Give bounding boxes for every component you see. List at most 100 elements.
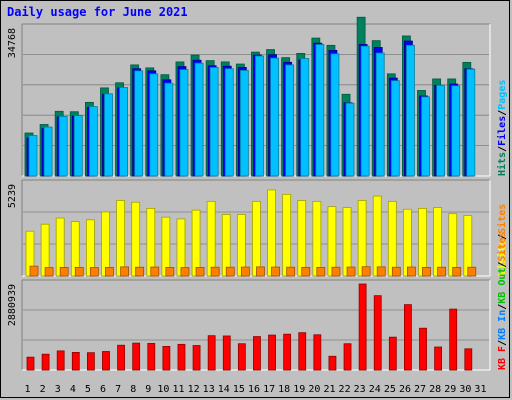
x-tick-label: 28 (429, 384, 441, 395)
legend-entry: / (497, 234, 508, 240)
bar-kb-f (162, 346, 171, 371)
bar-pages (285, 64, 295, 177)
bar-pages (119, 87, 128, 177)
bar-kb-f (117, 344, 125, 371)
bar-kb-f (71, 351, 80, 371)
bar-kb-f (449, 308, 458, 371)
x-tick-label: 5 (85, 384, 91, 395)
bar-kb-f (434, 346, 443, 371)
bar-kb-f (132, 342, 141, 371)
chart-title: Daily usage for June 2021 (7, 5, 188, 19)
bar-pages (28, 135, 38, 177)
bar-sites (135, 266, 145, 277)
bar-sites (301, 266, 311, 277)
bar-kb-f (404, 304, 412, 371)
bar-sites (361, 266, 371, 277)
x-tick-label: 14 (218, 384, 230, 395)
bar-pages (330, 53, 340, 177)
bar-pages (315, 44, 325, 177)
x-tick-label: 31 (474, 384, 486, 395)
bar-sites (29, 265, 39, 277)
bar-kb-f (41, 353, 50, 371)
bar-kb-f (388, 336, 397, 371)
x-tick-label: 25 (384, 384, 396, 395)
x-tick-label: 27 (414, 384, 426, 395)
bar-visits (267, 189, 276, 277)
bar-kb-f (268, 334, 276, 371)
bar-kb-f (358, 283, 367, 371)
bar-kb-f (313, 334, 322, 371)
x-tick-label: 2 (40, 384, 46, 395)
legend-entry: KB F (497, 346, 508, 370)
bar-pages (88, 106, 98, 177)
bar-kb-f (222, 335, 231, 371)
bar-sites (467, 266, 477, 277)
legend-label: Visits/Sites (496, 204, 508, 276)
x-tick-label: 22 (339, 384, 351, 395)
x-tick-label: 8 (130, 384, 136, 395)
bar-pages (375, 52, 385, 177)
bar-kb-f (147, 343, 156, 371)
bar-pages (134, 70, 144, 177)
y-max-label: 34768 (7, 28, 18, 58)
bar-visits (403, 208, 412, 277)
bar-pages (43, 126, 53, 177)
y-max-label: 2880939 (7, 284, 18, 326)
bar-sites (331, 266, 341, 277)
legend-entry: Files (496, 116, 508, 146)
x-tick-label: 19 (293, 384, 305, 395)
bar-sites (271, 266, 280, 277)
x-tick-label: 1 (25, 384, 31, 395)
bar-pages (421, 96, 430, 177)
x-tick-label: 12 (188, 384, 200, 395)
legend-entry: Sites (496, 204, 508, 234)
bar-sites (195, 266, 205, 277)
x-tick-label: 7 (115, 384, 121, 395)
x-tick-label: 20 (308, 384, 320, 395)
x-tick-label: 30 (459, 384, 471, 395)
x-tick-label: 10 (157, 384, 169, 395)
x-tick-label: 21 (323, 384, 335, 395)
bar-sites (44, 267, 54, 277)
x-tick-label: 24 (369, 384, 381, 395)
bar-pages (164, 82, 174, 177)
bar-pages (436, 84, 446, 177)
bar-pages (406, 44, 415, 177)
bar-pages (209, 67, 219, 177)
bar-sites (316, 266, 326, 277)
bar-visits (433, 207, 443, 277)
legend-entry: / (497, 340, 508, 346)
x-tick-label: 6 (100, 384, 106, 395)
bar-visits (357, 200, 367, 277)
bar-visits (342, 207, 352, 277)
bar-sites (89, 267, 99, 277)
bar-visits (252, 200, 261, 277)
bar-visits (448, 213, 458, 277)
bar-pages (360, 45, 370, 177)
bar-visits (372, 195, 382, 277)
bar-sites (105, 266, 114, 277)
bar-pages (73, 115, 83, 177)
bar-kb-f (192, 345, 201, 371)
bar-sites (165, 266, 175, 277)
bar-sites (407, 266, 416, 277)
bar-pages (239, 70, 249, 177)
legend-entry: / (497, 304, 508, 310)
legend-label: Hits/Files/Pages (496, 80, 508, 176)
bar-sites (422, 266, 431, 277)
bar-kb-f (177, 343, 186, 371)
bar-kb-f (237, 343, 246, 371)
x-tick-label: 23 (354, 384, 366, 395)
x-tick-label: 15 (233, 384, 245, 395)
bar-visits (387, 200, 397, 277)
bar-pages (390, 80, 400, 177)
bar-kb-f (207, 335, 216, 371)
bar-visits (282, 193, 292, 277)
bar-visits (418, 207, 427, 277)
bar-kb-f (56, 350, 65, 371)
y-max-label: 5239 (7, 184, 18, 208)
bar-sites (391, 266, 401, 277)
bar-kb-f (343, 343, 352, 371)
legend-entry: / (497, 262, 508, 268)
bar-visits (297, 200, 307, 277)
